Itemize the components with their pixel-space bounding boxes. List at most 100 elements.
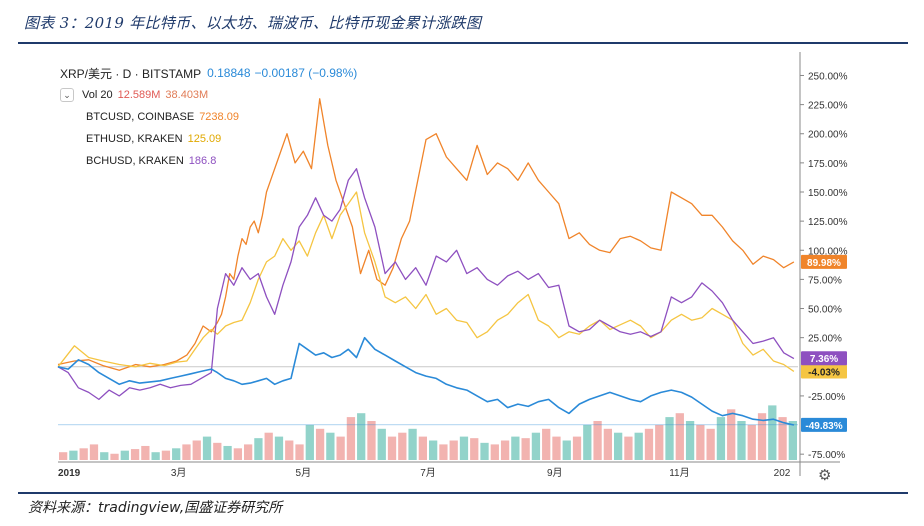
y-tick-label: 175.00% — [808, 159, 848, 170]
top-rule — [18, 42, 908, 44]
volume-bar — [264, 432, 273, 460]
volume-bar — [79, 448, 88, 460]
volume-bar — [655, 424, 664, 460]
volume-bar — [521, 438, 530, 460]
last-value-badge-bch — [801, 351, 847, 366]
y-tick-label: -75.00% — [808, 450, 845, 461]
series-value: 125.09 — [187, 133, 222, 145]
volume-bar — [583, 424, 592, 460]
volume-bar — [367, 421, 376, 460]
vol-value-1: 12.589M — [117, 89, 161, 101]
series-line-btc — [57, 98, 795, 371]
chart-svg[interactable]: 250.00% 225.00% 200.00% 175.00% 150.00% 125.0… — [40, 52, 888, 488]
main-price: 0.18848 — [207, 66, 251, 80]
legend-series-eth[interactable]: ETHUSD, KRAKEN 125.09 — [86, 128, 357, 150]
volume-bar — [182, 444, 191, 460]
volume-bar — [377, 428, 386, 460]
y-tick-label: 100.00% — [808, 246, 848, 257]
volume-bar — [675, 413, 684, 460]
volume-bar — [141, 445, 150, 460]
last-value-badge-xrp — [801, 417, 847, 432]
volume-bar — [100, 452, 109, 460]
volume-bar — [593, 421, 602, 460]
volume-bar — [490, 444, 499, 460]
figure-title: 图表 3：2019 年比特币、以太坊、瑞波币、比特币现金累计涨跌图 — [24, 14, 482, 32]
series-line-xrp — [57, 336, 795, 426]
volume-bar — [449, 440, 458, 460]
volume-bar — [788, 421, 797, 460]
legend-main-symbol[interactable]: XRP/美元 · D · BITSTAMP 0.18848 −0.00187 (… — [60, 62, 357, 84]
y-tick-label: 50.00% — [808, 305, 842, 316]
volume-bar — [295, 444, 304, 460]
x-tick-label: 202 — [774, 468, 791, 479]
volume-bar — [326, 432, 335, 460]
settings-gear-icon[interactable]: ⚙ — [818, 466, 832, 484]
volume-bar — [110, 453, 119, 460]
bottom-rule — [18, 492, 908, 494]
volume-bar — [634, 432, 643, 460]
volume-bar — [346, 417, 356, 460]
volume-bar — [624, 436, 633, 460]
volume-bar — [223, 445, 232, 460]
last-value-label-xrp: -49.83% — [805, 421, 842, 432]
main-change: −0.00187 (−0.98%) — [254, 66, 358, 80]
volume-bar — [480, 442, 489, 460]
volume-bar — [716, 417, 726, 460]
volume-bar — [552, 436, 561, 460]
volume-bar — [459, 436, 469, 460]
series-name: BCHUSD, KRAKEN — [86, 155, 184, 167]
volume-bar — [120, 450, 129, 460]
volume-bar — [747, 424, 756, 460]
source-note: 资料来源：tradingview,国盛证券研究所 — [28, 500, 283, 516]
volume-bar — [161, 450, 171, 460]
volume-bar — [233, 448, 242, 460]
volume-bar — [244, 444, 253, 460]
y-tick-label: -25.00% — [808, 392, 845, 403]
volume-bar — [531, 432, 541, 460]
volume-bar — [418, 436, 427, 460]
vol-label: Vol 20 — [82, 89, 113, 101]
volume-bar — [89, 444, 99, 460]
last-value-badge-btc — [801, 254, 847, 269]
volume-bar — [130, 449, 140, 460]
volume-bar — [202, 436, 212, 460]
volume-bar — [59, 452, 68, 460]
last-value-label-bch: 7.36% — [810, 354, 838, 365]
volume-bar — [706, 428, 715, 460]
last-value-badge-eth — [801, 364, 847, 379]
volume-bar — [285, 440, 294, 460]
series-line-eth — [57, 191, 795, 372]
volume-bar — [172, 448, 181, 460]
volume-bar — [305, 424, 314, 460]
volume-bar — [500, 440, 510, 460]
volume-bar — [192, 440, 201, 460]
x-tick-label: 3月 — [171, 467, 187, 479]
collapse-toggle-icon[interactable]: ⌄ — [60, 88, 74, 102]
volume-bar — [542, 428, 551, 460]
volume-bar — [254, 438, 263, 460]
series-value: 186.8 — [188, 155, 217, 167]
legend-series-bch[interactable]: BCHUSD, KRAKEN 186.8 — [86, 150, 357, 172]
volume-bar — [562, 440, 571, 460]
y-tick-label: 75.00% — [808, 275, 842, 286]
last-value-label-btc: 89.98% — [807, 258, 841, 269]
volume-bar — [315, 428, 325, 460]
chart-frame[interactable]: 250.00% 225.00% 200.00% 175.00% 150.00% 125.0… — [40, 52, 888, 488]
y-tick-label: 250.00% — [808, 71, 848, 82]
y-tick-label: 200.00% — [808, 130, 848, 141]
legend-volume[interactable]: ⌄ Vol 20 12.589M 38.403M — [60, 84, 357, 106]
legend-series-btc[interactable]: BTCUSD, COINBASE 7238.09 — [86, 106, 357, 128]
volume-bar — [336, 436, 345, 460]
volume-bar — [757, 413, 767, 460]
series-name: ETHUSD, KRAKEN — [86, 133, 183, 145]
volume-bar — [572, 436, 582, 460]
volume-bar — [511, 436, 520, 460]
volume-bar — [429, 440, 438, 460]
volume-bar — [768, 405, 777, 460]
volume-bar — [603, 428, 612, 460]
volume-bar — [696, 424, 705, 460]
volume-bar — [470, 438, 479, 460]
volume-bar — [274, 436, 284, 460]
volume-bar — [357, 413, 366, 460]
volume-bar — [665, 417, 674, 460]
